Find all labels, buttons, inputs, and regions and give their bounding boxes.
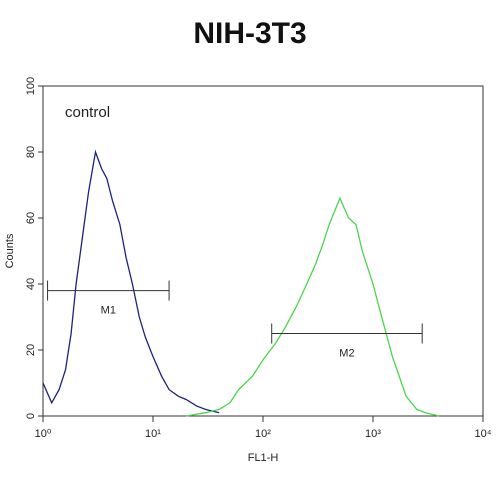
plot-frame: [42, 85, 484, 417]
x-tick-label: 10⁴: [475, 428, 492, 440]
y-tick-label: 80: [25, 146, 37, 158]
chart-title: NIH-3T3: [193, 17, 306, 50]
y-axis-label: Counts: [4, 233, 16, 268]
x-axis-label: FL1-H: [248, 452, 279, 464]
y-tick-label: 60: [25, 212, 37, 224]
y-tick-label: 100: [25, 77, 37, 95]
y-tick-label: 20: [25, 344, 37, 356]
x-tick-label: 10³: [365, 428, 381, 440]
annotation: control: [65, 104, 110, 121]
gate-label: M1: [101, 305, 116, 317]
gate-label: M2: [339, 347, 354, 359]
x-tick-label: 10¹: [145, 428, 161, 440]
x-tick-label: 10²: [255, 428, 271, 440]
histogram-line: [42, 149, 220, 414]
histogram-line: [185, 196, 440, 417]
y-tick-label: 0: [25, 413, 37, 419]
x-tick-label: 10⁰: [35, 428, 52, 440]
y-tick-label: 40: [25, 278, 37, 290]
